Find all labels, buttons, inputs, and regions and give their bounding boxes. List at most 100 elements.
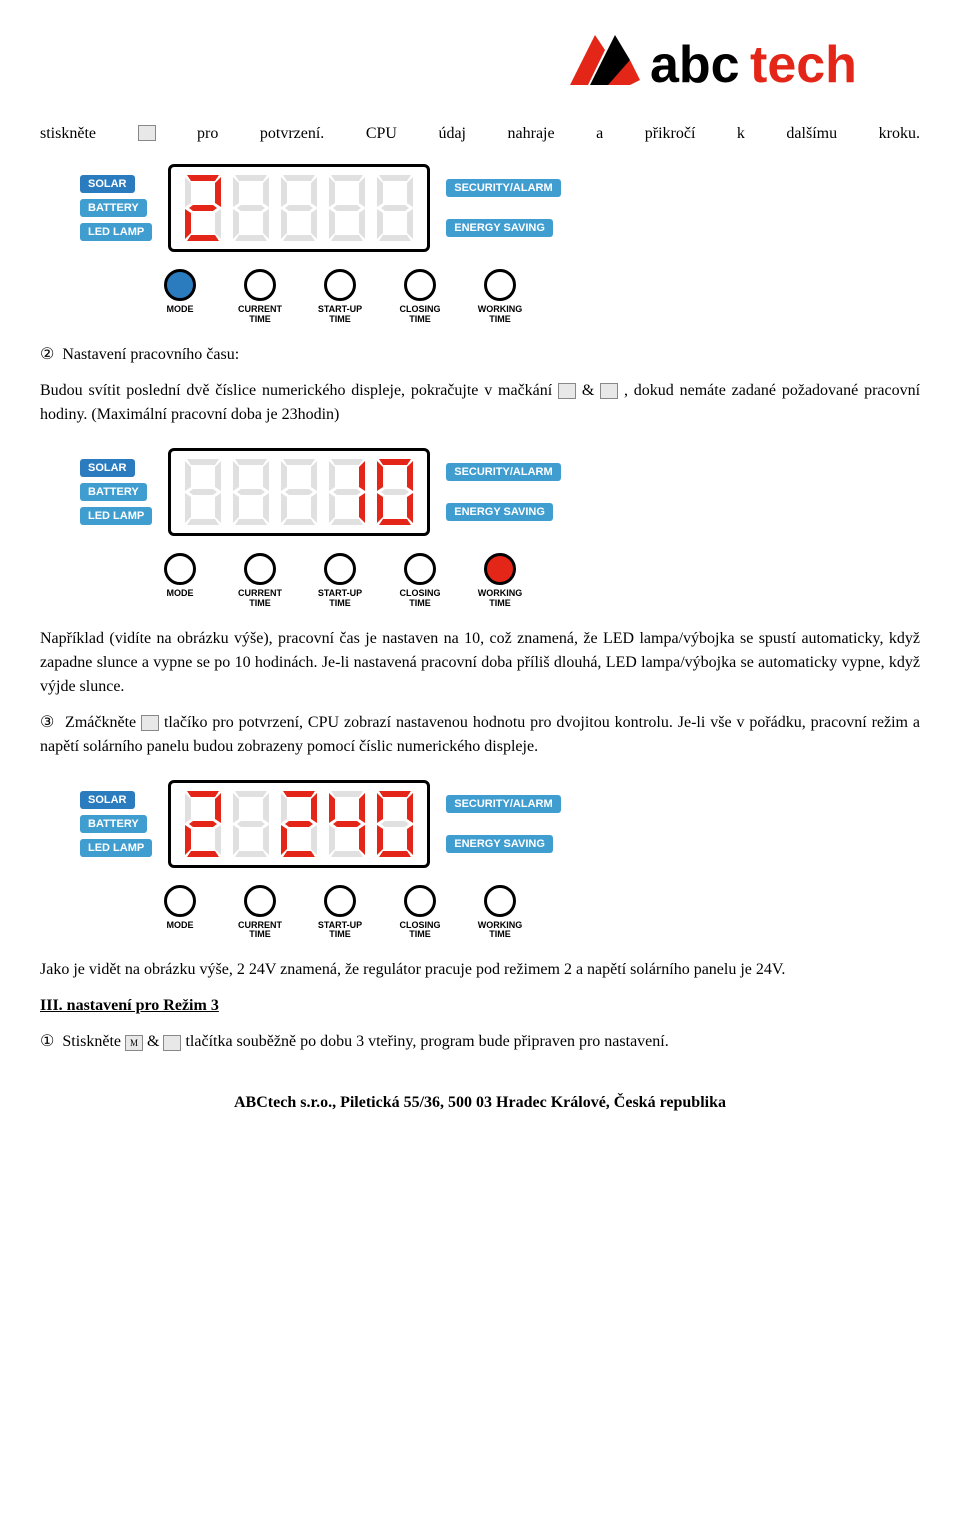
indicator-tag: LED LAMP [80, 223, 152, 241]
indicator-tag: LED LAMP [80, 507, 152, 525]
heading: III. nastavení pro Režim 3 [40, 997, 219, 1014]
button-label: WORKINGTIME [478, 589, 523, 609]
circle-button [244, 885, 276, 917]
mode-button: CLOSINGTIME [390, 553, 450, 609]
logo-text-black: abc [650, 36, 740, 94]
sec2-p1: Budou svítit poslední dvě číslice numeri… [40, 379, 920, 427]
button-label: WORKINGTIME [478, 305, 523, 325]
lcd-display [168, 448, 430, 536]
sec4-p1: Jako je vidět na obrázku výše, 2 24V zna… [40, 958, 920, 982]
amp: & [147, 1033, 159, 1050]
right-labels: SECURITY/ALARM ENERGY SAVING [446, 463, 560, 521]
abctech-logo: abc tech [560, 30, 920, 100]
button-label: CLOSINGTIME [399, 589, 440, 609]
mode-button: WORKINGTIME [470, 553, 530, 609]
w: kroku. [879, 125, 920, 143]
button-icon: M [125, 1035, 143, 1051]
button-label: MODE [167, 305, 194, 315]
w: k [737, 125, 745, 143]
sec4-h: III. nastavení pro Režim 3 [40, 994, 920, 1018]
circle-button [164, 885, 196, 917]
lcd-display [168, 164, 430, 252]
mode-button: WORKINGTIME [470, 885, 530, 941]
circle-button [404, 269, 436, 301]
circle-button [244, 553, 276, 585]
circle-button [404, 553, 436, 585]
mode-button: WORKINGTIME [470, 269, 530, 325]
sec4-p2: ① Stiskněte M & tlačítka souběžně po dob… [40, 1030, 920, 1054]
sec2-p2: Například (vidíte na obrázku výše), prac… [40, 627, 920, 699]
w: a [596, 125, 603, 143]
button-label: START-UPTIME [318, 921, 362, 941]
header-logo: abc tech [40, 30, 920, 105]
button-label: MODE [167, 589, 194, 599]
circle-button [164, 269, 196, 301]
button-label: CLOSINGTIME [399, 305, 440, 325]
mode-button: MODE [150, 885, 210, 941]
sec3-p1: ③ Zmáčkněte tlačíko pro potvrzení, CPU z… [40, 711, 920, 759]
mode-button: START-UPTIME [310, 553, 370, 609]
display-figure-2: SOLAR BATTERY LED LAMP SECURITY/ALARM ENERGY… [80, 445, 920, 609]
button-icon [558, 383, 576, 399]
indicator-tag: ENERGY SAVING [446, 503, 553, 521]
button-label: MODE [167, 921, 194, 931]
mode-button: MODE [150, 553, 210, 609]
sec2-heading: ② Nastavení pracovního času: [40, 343, 920, 367]
left-labels: SOLAR BATTERY LED LAMP [80, 175, 152, 241]
w: dalšímu [786, 125, 837, 143]
circle-button [164, 553, 196, 585]
button-label: CURRENTTIME [238, 921, 282, 941]
circle-button [244, 269, 276, 301]
w: přikročí [645, 125, 696, 143]
t: tlačíko pro potvrzení, CPU zobrazí nasta… [40, 714, 920, 755]
indicator-tag: SECURITY/ALARM [446, 179, 560, 197]
mode-button: CURRENTTIME [230, 553, 290, 609]
circle-button [484, 269, 516, 301]
indicator-tag: ENERGY SAVING [446, 835, 553, 853]
w: potvrzení. [260, 125, 324, 143]
mode-button: CURRENTTIME [230, 269, 290, 325]
button-icon [600, 383, 618, 399]
circle-button [324, 269, 356, 301]
button-label: START-UPTIME [318, 305, 362, 325]
mode-button: START-UPTIME [310, 269, 370, 325]
indicator-tag: SOLAR [80, 459, 135, 477]
mode-button: START-UPTIME [310, 885, 370, 941]
w: stiskněte [40, 125, 96, 143]
indicator-tag: SOLAR [80, 175, 135, 193]
indicator-tag: BATTERY [80, 815, 147, 833]
display-figure-1: SOLAR BATTERY LED LAMP SECURITY/ALARM ENERGY… [80, 161, 920, 325]
indicator-tag: BATTERY [80, 199, 147, 217]
circle-button [324, 553, 356, 585]
w: pro [197, 125, 218, 143]
indicator-tag: SECURITY/ALARM [446, 795, 560, 813]
button-label: CURRENTTIME [238, 305, 282, 325]
button-label: CURRENTTIME [238, 589, 282, 609]
circle-button [404, 885, 436, 917]
intro-line: stiskněte pro potvrzení. CPU údaj nahraj… [40, 125, 920, 143]
indicator-tag: LED LAMP [80, 839, 152, 857]
t: Budou svítit poslední dvě číslice numeri… [40, 382, 558, 399]
indicator-tag: SECURITY/ALARM [446, 463, 560, 481]
amp: & [582, 382, 594, 399]
button-row: MODE CURRENTTIME START-UPTIME CLOSINGTIME WO… [150, 885, 920, 941]
lcd-display [168, 780, 430, 868]
display-figure-3: SOLARBATTERYLED LAMPSECURITY/ALARMENERGY… [80, 777, 920, 941]
button-label: START-UPTIME [318, 589, 362, 609]
left-labels: SOLARBATTERYLED LAMP [80, 791, 152, 857]
right-labels: SECURITY/ALARM ENERGY SAVING [446, 179, 560, 237]
t: ③ Zmáčkněte [40, 714, 141, 731]
button-label: CLOSINGTIME [399, 921, 440, 941]
w: nahraje [508, 125, 555, 143]
w: CPU [366, 125, 397, 143]
circle-button [324, 885, 356, 917]
button-label: WORKINGTIME [478, 921, 523, 941]
button-row: MODE CURRENTTIME START-UPTIME CLOSINGTIME WO… [150, 269, 920, 325]
mode-button: CURRENTTIME [230, 885, 290, 941]
button-icon [138, 125, 156, 141]
indicator-tag: ENERGY SAVING [446, 219, 553, 237]
button-icon [163, 1035, 181, 1051]
circle-button [484, 553, 516, 585]
mode-button: MODE [150, 269, 210, 325]
indicator-tag: BATTERY [80, 483, 147, 501]
